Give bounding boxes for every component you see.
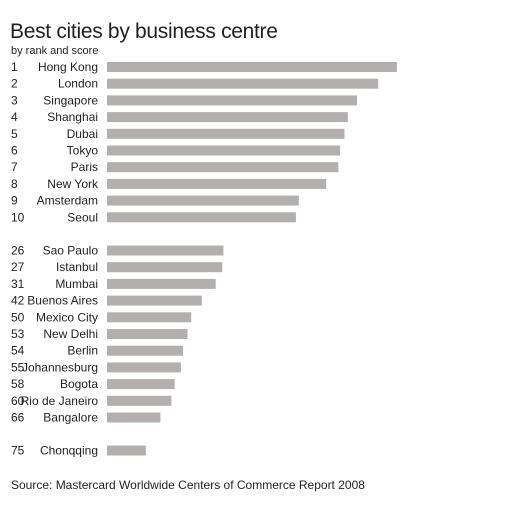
city-label: New York (47, 177, 99, 191)
rank-label: 58 (11, 377, 25, 391)
city-label: London (58, 77, 98, 91)
rank-label: 2 (11, 77, 18, 91)
rank-label: 3 (11, 93, 18, 107)
bar-tokyo (107, 145, 341, 156)
chart-title: Best cities by business centre (10, 20, 278, 43)
rank-label: 8 (11, 177, 18, 191)
rank-label: 27 (11, 260, 25, 274)
rank-label: 50 (11, 310, 25, 324)
city-label: Seoul (67, 210, 98, 224)
city-label: Amsterdam (37, 194, 98, 208)
bar-buenos-aires (107, 295, 202, 306)
rank-label: 6 (11, 144, 18, 158)
bar-singapore (107, 95, 357, 106)
city-label: Singapore (43, 93, 98, 107)
bar-amsterdam (107, 195, 299, 206)
bar-new-delhi (107, 329, 188, 339)
bar-chonqqing (107, 445, 146, 456)
city-label: Bogota (60, 377, 98, 391)
bar-mumbai (107, 278, 216, 289)
rank-label: 55 (11, 360, 25, 374)
city-label: Rio de Janeiro (21, 394, 99, 408)
chart-source: Source: Mastercard Worldwide Centers of … (11, 478, 365, 492)
rank-label: 66 (11, 411, 25, 425)
bar-dubai (107, 128, 345, 139)
bar-bangalore (107, 412, 161, 423)
city-label: Dubai (67, 127, 98, 141)
chart-subtitle: by rank and score (11, 45, 99, 57)
city-label: Istanbul (56, 260, 98, 274)
city-label: Paris (71, 160, 98, 174)
rank-label: 75 (11, 444, 25, 458)
rank-label: 1 (11, 60, 18, 74)
city-label: Bangalore (43, 411, 98, 425)
rank-label: 54 (11, 344, 25, 358)
city-label: Mexico City (36, 310, 98, 324)
bar-sao-paulo (107, 245, 224, 256)
bar-bogota (107, 379, 175, 390)
city-label: Sao Paulo (43, 244, 99, 258)
city-label: Buenos Aires (27, 294, 98, 308)
city-label: Berlin (67, 344, 98, 358)
city-label: Hong Kong (38, 60, 98, 74)
bar-istanbul (107, 262, 223, 273)
bar-seoul (107, 212, 296, 223)
city-label: Johannesburg (22, 360, 98, 374)
city-label: Tokyo (67, 144, 99, 158)
city-label: Mumbai (55, 277, 98, 291)
rank-label: 7 (11, 160, 18, 174)
rank-label: 9 (11, 194, 18, 208)
bar-london (107, 78, 379, 89)
rank-label: 31 (11, 277, 25, 291)
bar-rio-de-janeiro (107, 395, 172, 406)
city-label: New Delhi (43, 327, 98, 341)
rank-label: 60 (11, 394, 25, 408)
bar-shanghai (107, 112, 348, 123)
rank-label: 53 (11, 327, 25, 341)
rank-label: 26 (11, 244, 25, 258)
city-label: Chonqqing (40, 444, 98, 458)
bar-johannesburg (107, 362, 181, 373)
bar-berlin (107, 345, 184, 356)
city-label: Shanghai (47, 110, 98, 124)
rank-label: 42 (11, 294, 25, 308)
rank-label: 5 (11, 127, 18, 141)
bar-new-york (107, 178, 327, 189)
bar-hong-kong (107, 62, 397, 72)
rank-label: 4 (11, 110, 18, 124)
rank-label: 10 (11, 210, 25, 224)
bar-paris (107, 162, 339, 173)
bar-mexico-city (107, 312, 192, 323)
